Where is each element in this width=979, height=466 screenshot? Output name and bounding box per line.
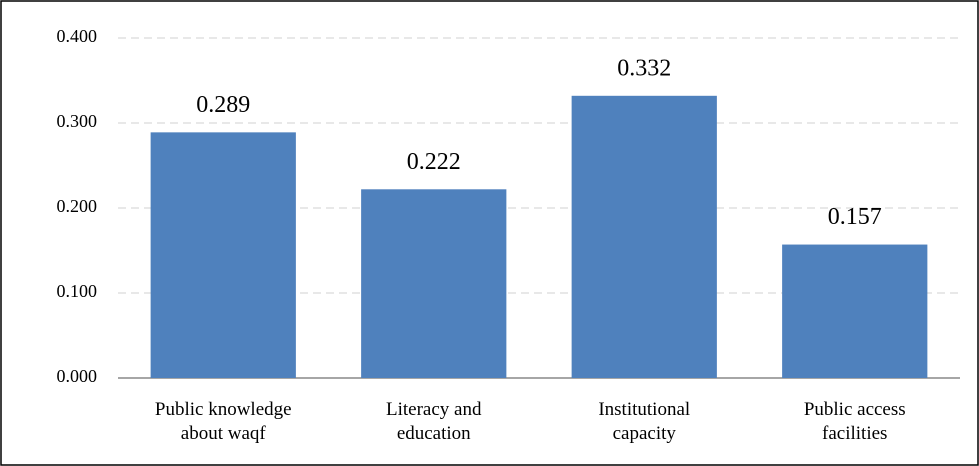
x-tick-label: Institutional capacity <box>598 399 691 444</box>
y-tick-label: 0.400 <box>57 26 98 46</box>
y-tick-label: 0.300 <box>57 111 98 131</box>
data-label: 0.289 <box>196 92 250 118</box>
bar <box>361 189 507 378</box>
y-tick-label: 0.100 <box>57 281 98 301</box>
y-tick-label: 0.000 <box>57 366 98 386</box>
x-tick-label: Public access facilities <box>803 399 906 444</box>
bar <box>150 132 296 378</box>
x-tick-label: Literacy and education <box>386 399 482 444</box>
bar <box>782 244 928 378</box>
data-label: 0.332 <box>617 55 671 81</box>
y-tick-label: 0.200 <box>57 196 98 216</box>
data-label: 0.222 <box>407 149 461 175</box>
x-tick-label: Public knowledge about waqf <box>154 399 292 444</box>
data-label: 0.157 <box>828 204 882 230</box>
bar <box>571 95 717 379</box>
